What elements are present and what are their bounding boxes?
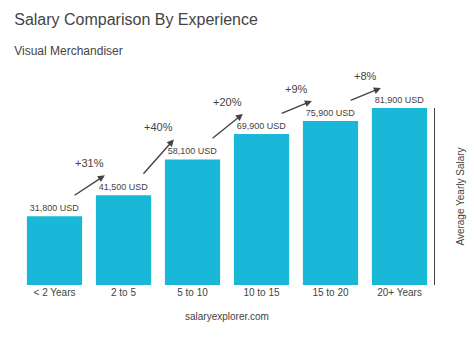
svg-text:+8%: +8%	[354, 70, 377, 82]
svg-text:5 to 10: 5 to 10	[177, 287, 208, 298]
svg-text:81,900 USD: 81,900 USD	[375, 95, 425, 105]
svg-text:Visual Merchandiser: Visual Merchandiser	[14, 44, 123, 58]
svg-text:+9%: +9%	[285, 83, 308, 95]
svg-text:+40%: +40%	[144, 121, 173, 133]
svg-text:58,100 USD: 58,100 USD	[168, 146, 218, 156]
svg-text:< 2 Years: < 2 Years	[34, 287, 76, 298]
svg-text:+20%: +20%	[213, 96, 242, 108]
svg-text:salaryexplorer.com: salaryexplorer.com	[185, 311, 269, 322]
svg-text:31,800 USD: 31,800 USD	[30, 203, 80, 213]
svg-text:20+ Years: 20+ Years	[377, 287, 422, 298]
svg-text:75,900 USD: 75,900 USD	[306, 108, 356, 118]
svg-text:15 to 20: 15 to 20	[312, 287, 349, 298]
svg-text:+31%: +31%	[75, 157, 104, 169]
svg-text:Average Yearly Salary: Average Yearly Salary	[455, 147, 466, 245]
svg-text:69,900 USD: 69,900 USD	[237, 121, 287, 131]
svg-text:Salary Comparison By Experienc: Salary Comparison By Experience	[14, 11, 258, 28]
svg-text:41,500 USD: 41,500 USD	[99, 182, 149, 192]
svg-text:2 to 5: 2 to 5	[111, 287, 136, 298]
svg-text:10 to 15: 10 to 15	[243, 287, 280, 298]
